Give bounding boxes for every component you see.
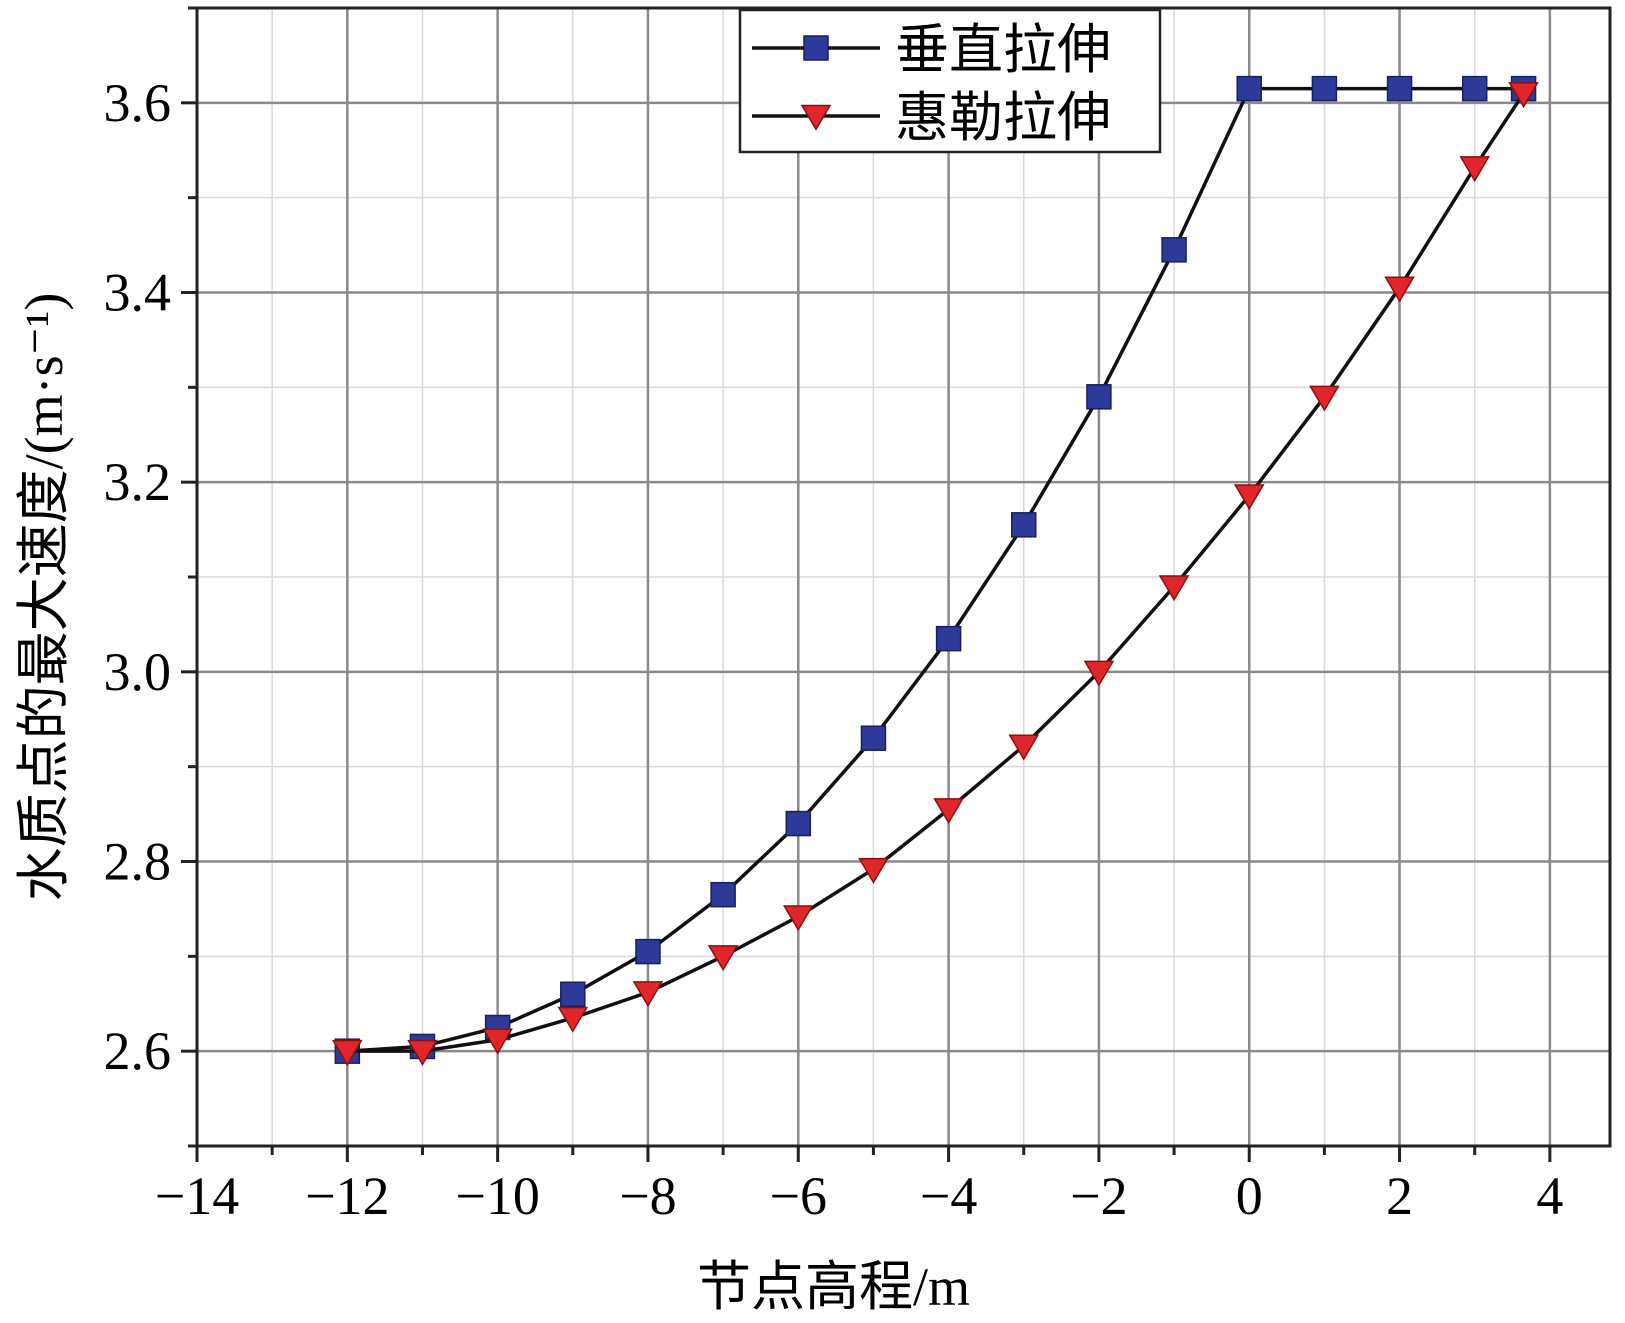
data-point [707,945,739,972]
x-tick-label: 4 [1536,1166,1563,1226]
data-point [1311,75,1338,102]
data-point [1161,237,1187,263]
y-tick-label: 3.0 [104,642,172,702]
data-point [935,625,962,652]
data-point [407,1039,438,1066]
y-tick-label: 3.6 [104,73,172,133]
data-point [785,810,812,837]
data-point [482,1028,513,1055]
data-point [1386,75,1413,102]
data-point [1384,276,1415,303]
data-point [710,881,736,908]
data-point [557,1006,589,1033]
y-tick-label: 3.4 [104,263,172,323]
data-point [635,938,661,965]
data-point [860,725,887,751]
legend-marker [803,35,829,61]
data-point [632,981,664,1008]
y-tick-labels: 2.6 2.8 3.0 3.2 3.4 3.6 [104,73,172,1081]
x-tick-label: −12 [305,1166,389,1226]
data-point [1011,512,1037,538]
data-point [1008,734,1040,761]
data-point [1086,384,1112,410]
x-tick-label: −2 [1070,1166,1127,1226]
x-tick-label: 0 [1236,1166,1263,1226]
data-point [1158,575,1190,602]
legend-marker [800,104,832,131]
axis-ticks [181,6,1552,1162]
x-tick-label: −14 [155,1166,239,1226]
data-point [560,981,586,1008]
x-tick-label: 2 [1386,1166,1413,1226]
data-point [332,1039,363,1066]
data-point [858,857,889,884]
x-axis-title: 节点高程/m [697,1257,970,1317]
y-axis-title: 水质点的最大速度/(m·s⁻¹) [14,293,74,902]
series-2 [332,82,1539,1066]
x-tick-labels: −14 −12 −10 −8 −6 −4 −2 0 2 4 [155,1166,1564,1226]
data-point [933,798,964,825]
data-point [1459,156,1491,183]
x-tick-label: −8 [619,1166,676,1226]
x-tick-label: −10 [455,1166,539,1226]
series-layer [332,75,1539,1066]
data-point [782,905,814,932]
data-point [1083,660,1115,687]
data-point [1236,75,1262,102]
y-tick-label: 3.2 [104,452,172,512]
legend-box [738,8,1162,154]
x-tick-label: −4 [920,1166,977,1226]
data-point [1461,75,1488,102]
legend-item: 垂直拉伸 [752,20,1111,80]
x-tick-label: −6 [770,1166,827,1226]
data-point [1309,385,1340,412]
y-tick-label: 2.6 [104,1021,172,1081]
y-tick-label: 2.8 [104,832,172,892]
data-point [1508,82,1539,109]
data-point [1233,484,1265,511]
legend-item: 惠勒拉伸 [752,88,1111,148]
legend-label: 垂直拉伸 [895,20,1111,80]
legend-label: 惠勒拉伸 [895,88,1111,148]
